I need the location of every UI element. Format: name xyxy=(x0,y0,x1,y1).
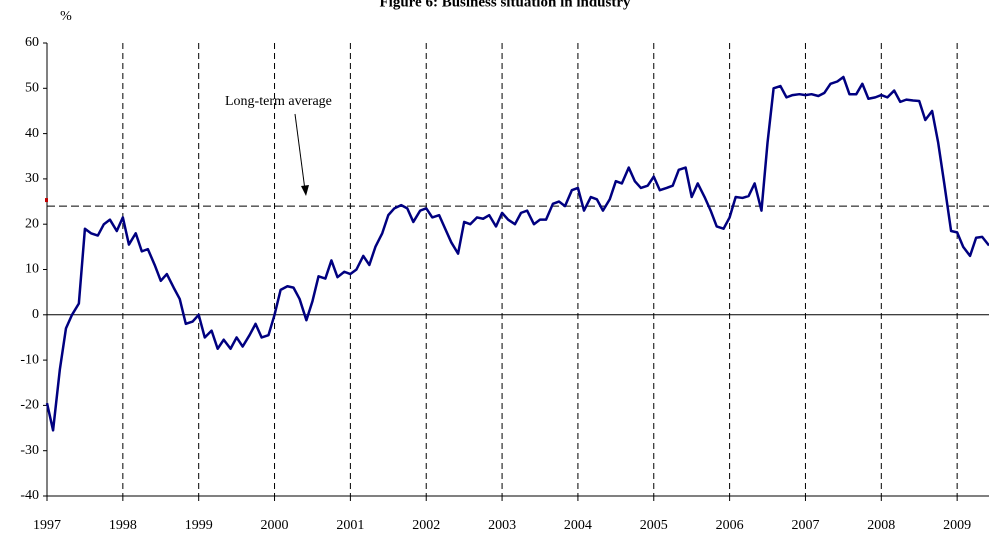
y-tick-label: 50 xyxy=(25,81,39,96)
y-tick-label: 0 xyxy=(32,307,39,322)
x-tick-label: 2007 xyxy=(791,518,819,533)
y-tick-label: 20 xyxy=(25,216,39,231)
x-tick-label: 2008 xyxy=(867,518,895,533)
x-tick-label: 2001 xyxy=(336,518,364,533)
x-tick-label: 2009 xyxy=(943,518,971,533)
x-tick-label: 2004 xyxy=(564,518,592,533)
annotation-arrow xyxy=(294,113,306,191)
y-tick-label: 60 xyxy=(25,35,39,50)
data-line xyxy=(45,75,989,432)
y-tick-label: 40 xyxy=(25,126,39,141)
y-tick-label: -30 xyxy=(20,443,39,458)
x-tick-label: 2002 xyxy=(412,518,440,533)
x-tick-label: 2005 xyxy=(640,518,668,533)
y-tick-label: 30 xyxy=(25,171,39,186)
reference-marker xyxy=(45,198,48,203)
x-tick-label: 2003 xyxy=(488,518,516,533)
x-tick-label: 1997 xyxy=(33,518,61,533)
x-tick-label: 1998 xyxy=(109,518,137,533)
y-tick-label: -10 xyxy=(20,352,39,367)
y-axis-label: % xyxy=(60,9,72,24)
chart-title: Figure 6: Business situation in industry xyxy=(379,0,631,10)
y-tick-label: -40 xyxy=(20,488,39,503)
x-tick-label: 2000 xyxy=(261,518,289,533)
x-tick-label: 1999 xyxy=(185,518,213,533)
y-tick-label: 10 xyxy=(25,262,39,277)
x-tick-label: 2006 xyxy=(716,518,744,533)
arrow-head xyxy=(301,185,309,196)
annotation: Long-term average xyxy=(225,94,332,109)
y-tick-label: -20 xyxy=(20,398,39,413)
